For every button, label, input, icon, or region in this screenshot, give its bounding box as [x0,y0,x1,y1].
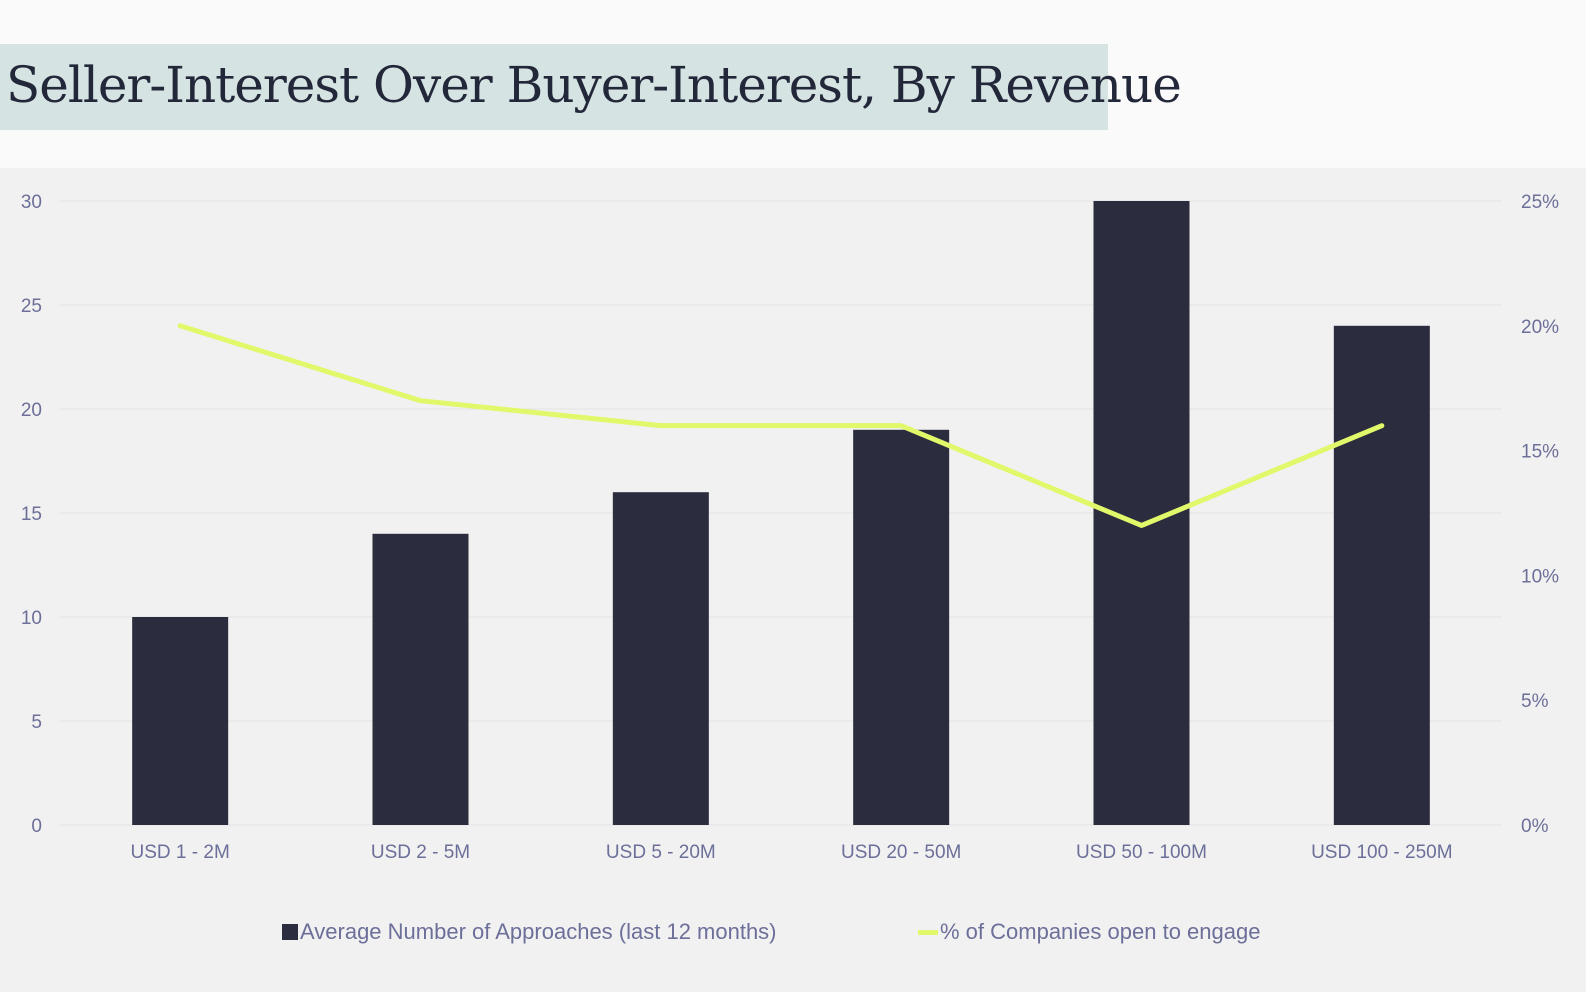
title-band [0,44,1108,130]
legend: Average Number of Approaches (last 12 mo… [0,917,1586,947]
right-axis-ticks: 0% 5% 10% 15% 20% 25% [1521,192,1559,837]
x-tick-label: USD 100 - 250M [1311,842,1453,863]
line-open-to-engage [177,323,1385,528]
chart-title: Seller-Interest Over Buyer-Interest, By … [6,56,1182,114]
legend-item-approaches: Average Number of Approaches (last 12 mo… [282,917,777,947]
left-tick-label: 25 [21,296,42,317]
left-tick-label: 5 [31,712,42,733]
left-tick-label: 10 [21,608,42,629]
bar-5 [1333,325,1430,825]
grid-layer [60,200,1502,826]
legend-label-approaches: Average Number of Approaches (last 12 mo… [300,919,777,944]
right-tick-label: 0% [1521,816,1549,837]
legend-swatch-bar [282,924,298,940]
x-tick-label: USD 20 - 50M [841,842,961,863]
right-tick-label: 15% [1521,442,1559,463]
left-tick-label: 20 [21,400,42,421]
left-tick-label: 0 [31,816,42,837]
x-tick-label: USD 5 - 20M [606,842,716,863]
x-tick-label: USD 50 - 100M [1076,842,1207,863]
line-layer [177,323,1385,528]
left-tick-label: 15 [21,504,42,525]
right-tick-label: 5% [1521,691,1549,712]
bar-1 [372,533,469,825]
right-tick-label: 25% [1521,192,1559,213]
left-tick-label: 30 [21,192,42,213]
right-tick-label: 20% [1521,317,1559,338]
bar-3 [853,429,950,825]
legend-label-open-to-engage: % of Companies open to engage [940,919,1261,944]
x-tick-label: USD 2 - 5M [371,842,470,863]
legend-item-open-to-engage: % of Companies open to engage [918,917,1260,947]
x-tick-label: USD 1 - 2M [131,842,230,863]
x-axis-ticks: USD 1 - 2M USD 2 - 5M USD 5 - 20M USD 20 - … [131,842,1453,863]
right-tick-label: 10% [1521,566,1559,587]
bar-0 [132,617,229,825]
legend-swatch-line [918,929,938,935]
left-axis-ticks: 0 5 10 15 20 25 30 [21,192,42,837]
bar-2 [612,492,709,825]
